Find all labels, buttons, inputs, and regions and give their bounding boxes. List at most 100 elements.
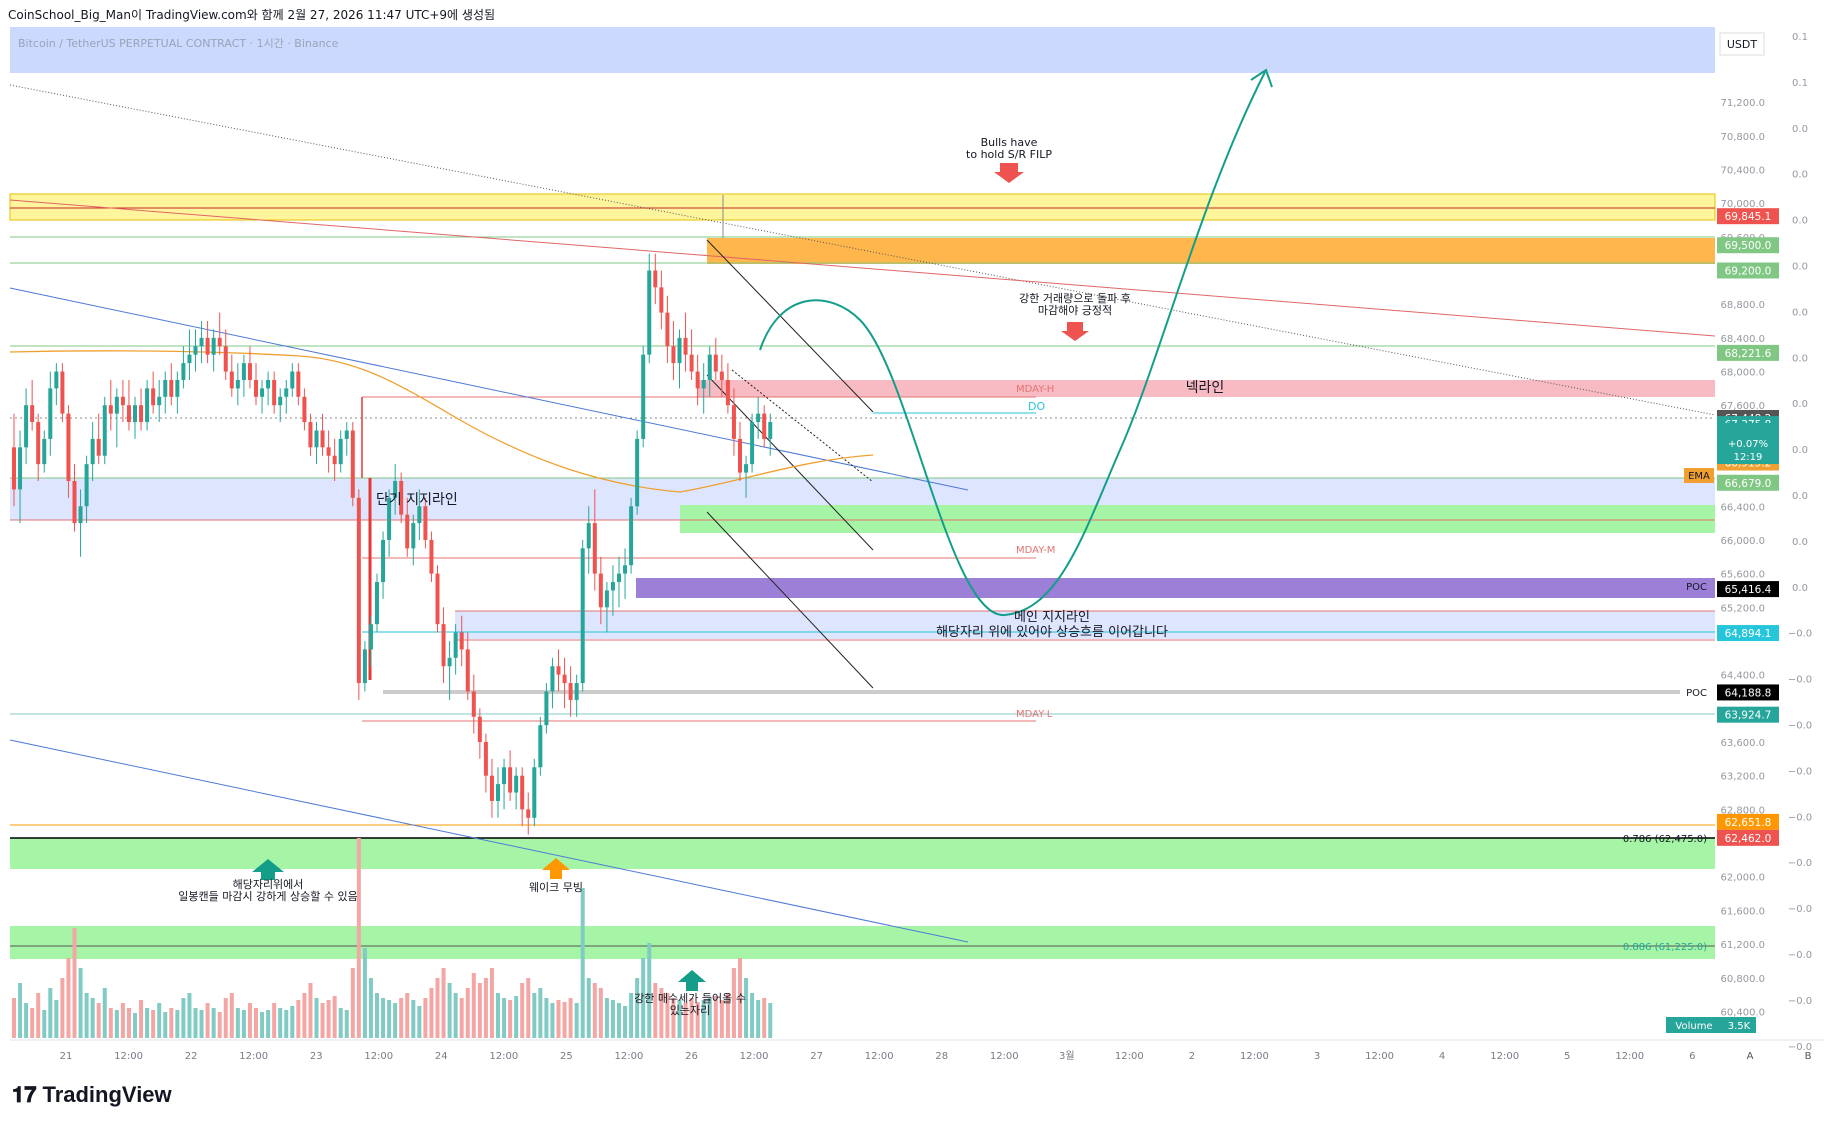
- candle-body: [592, 523, 597, 574]
- volume-bar: [417, 1006, 422, 1038]
- volume-bar: [405, 993, 410, 1038]
- volume-bar: [617, 1003, 621, 1038]
- volume-bar: [750, 993, 755, 1038]
- volume-bar: [762, 998, 767, 1038]
- volume-bar: [489, 968, 494, 1038]
- volume-bar: [157, 1003, 162, 1038]
- candle-body: [193, 346, 198, 355]
- candle-body: [653, 270, 658, 288]
- candle-body: [302, 396, 307, 423]
- candle-body: [707, 354, 712, 380]
- candle-body: [447, 657, 452, 667]
- right-axis-tick: 0.0: [1792, 216, 1808, 227]
- volume-bar: [574, 1003, 579, 1038]
- symbol-title[interactable]: Bitcoin / TetherUS PERPETUAL CONTRACT · …: [18, 37, 339, 50]
- currency-box[interactable]: [1719, 32, 1765, 56]
- candle-body: [762, 413, 767, 439]
- candle-body: [199, 337, 204, 347]
- corner-label-b[interactable]: B: [1805, 1051, 1812, 1062]
- volume-bar: [629, 993, 634, 1038]
- price-label-box: [1717, 684, 1779, 701]
- green-support-zone-3: [10, 926, 1715, 959]
- candle-body: [66, 413, 71, 481]
- volume-bar: [447, 983, 452, 1038]
- arrow-up-icon: [542, 858, 570, 879]
- price-label-box: [1717, 706, 1779, 723]
- candle-body: [356, 497, 361, 684]
- candle-body: [12, 447, 16, 490]
- candle-body: [768, 422, 773, 439]
- blue-trend-line-upper: [9, 287, 969, 491]
- corner-label-a[interactable]: A: [1747, 1051, 1754, 1062]
- volume-bar: [635, 978, 640, 1038]
- volume-bar: [713, 996, 718, 1038]
- candle-body: [84, 464, 89, 507]
- candle-body: [375, 582, 379, 625]
- tradingview-brand[interactable]: 𝟏𝟕 TradingView: [12, 1082, 172, 1108]
- price-tick: 70,800.0: [1720, 132, 1765, 143]
- red-downtrend-line: [9, 199, 1716, 337]
- right-axis-ticks: 0.1 0.1 0.0 0.0 0.0 0.0 0.0 0.0 0.0 0.0 0.0 0.0 0.0 −…: [1788, 32, 1812, 1053]
- time-tick: 3: [1314, 1051, 1320, 1062]
- candles: [12, 253, 773, 835]
- candle-body: [241, 363, 246, 380]
- price-tick: 60,400.0: [1720, 1007, 1765, 1018]
- candle-body: [133, 405, 137, 423]
- time-axis-ticks: 21 12:00 22 12:00 23 12:00 24 12:00 25 12:00 26 12:…: [60, 1050, 1696, 1062]
- right-axis-tick: 0.0: [1792, 353, 1808, 364]
- annotation-daily-2: 일봉캔들 마감시 강하게 상승할 수 있음: [178, 889, 357, 903]
- volume-bar: [568, 998, 573, 1038]
- annotation-buy-2: 있는자리: [670, 1004, 710, 1017]
- green-support-zone-2: [10, 838, 1715, 869]
- price-label: 69,200.0: [1725, 265, 1772, 277]
- volume-bar: [36, 993, 41, 1038]
- price-tick: 61,200.0: [1720, 940, 1765, 951]
- candle-body: [610, 582, 615, 591]
- price-label: 62,651.8: [1725, 817, 1772, 829]
- candle-body: [114, 396, 119, 414]
- volume-bar: [756, 1000, 761, 1038]
- candle-body: [24, 405, 29, 448]
- candle-body: [72, 480, 77, 524]
- candle-body: [393, 480, 398, 498]
- right-axis-tick: 0.0: [1792, 583, 1808, 594]
- price-label-box: [1717, 262, 1779, 279]
- volume-bar: [66, 958, 71, 1038]
- volume-bar: [60, 978, 65, 1038]
- time-tick: 5: [1564, 1051, 1570, 1062]
- price-tick: 67,600.0: [1720, 401, 1765, 412]
- volume-bar: [108, 1008, 113, 1038]
- label-poc-1: POC: [1686, 582, 1707, 593]
- volume-bar: [193, 1008, 198, 1038]
- volume-bar: [556, 1000, 561, 1038]
- time-tick: 12:00: [740, 1051, 769, 1062]
- volume-bar: [368, 978, 373, 1038]
- candle-body: [471, 691, 476, 717]
- price-label-box: [1717, 208, 1779, 225]
- price-label-box: [1717, 829, 1779, 846]
- candle-body: [586, 523, 591, 549]
- volume-bar: [453, 993, 458, 1038]
- price-label-box: [1717, 625, 1779, 642]
- annotation-daily-1: 해당자리위에서: [233, 877, 304, 891]
- candle-body: [719, 371, 724, 380]
- volume-bar: [205, 1003, 210, 1038]
- volume-bar: [344, 1010, 349, 1038]
- candle-body: [387, 497, 392, 540]
- time-tick: 12:00: [489, 1051, 518, 1062]
- price-tick: 70,400.0: [1720, 165, 1765, 176]
- candle-body: [725, 379, 730, 406]
- annotation-buy-1: 강한 매수세가 들어올 수: [634, 992, 746, 1005]
- blue-trend-line-lower: [9, 739, 969, 943]
- volume-bar: [768, 1003, 773, 1038]
- candle-body: [483, 742, 488, 776]
- time-tick: 23: [310, 1051, 323, 1062]
- right-axis-tick: 0.0: [1792, 399, 1808, 410]
- volume-bar: [701, 1000, 706, 1038]
- volume-bar: [677, 1000, 682, 1038]
- volume-bar: [520, 983, 525, 1038]
- volume-value: 3.5K: [1728, 1021, 1751, 1032]
- candle-body: [187, 354, 192, 364]
